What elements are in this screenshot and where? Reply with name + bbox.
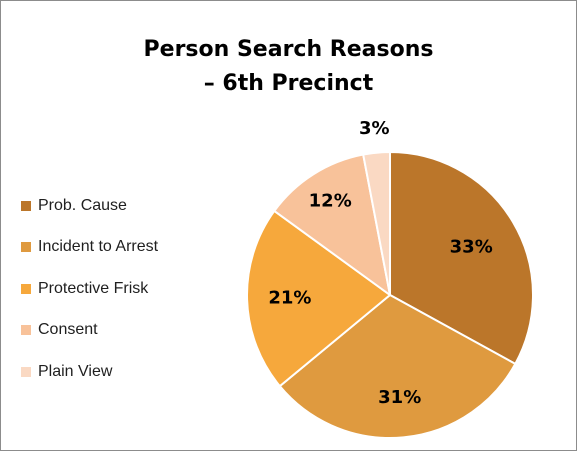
legend-label-incident-to-arrest: Incident to Arrest (38, 238, 159, 256)
data-label-protective-frisk: 21% (268, 288, 311, 309)
legend-label-plain-view: Plain View (38, 362, 113, 380)
legend-item-consent: Consent (21, 310, 158, 352)
legend-swatch-incident-to-arrest (21, 242, 31, 253)
legend-item-incident-to-arrest: Incident to Arrest (21, 227, 158, 269)
pie-data-labels: 33% 31% 21% 12% 3% (268, 118, 492, 408)
legend-label-consent: Consent (38, 321, 98, 339)
data-label-prob-cause: 33% (450, 237, 493, 258)
legend-swatch-consent (21, 325, 31, 336)
pie-slice-plain-view (362, 150, 391, 296)
pie-slice-consent (273, 153, 391, 296)
data-label-incident-to-arrest: 31% (378, 387, 421, 408)
data-label-consent: 12% (309, 190, 352, 211)
legend-item-prob-cause: Prob. Cause (21, 185, 158, 227)
legend-label-protective-frisk: Protective Frisk (38, 279, 149, 297)
pie-slice-incident-to-arrest (278, 294, 517, 439)
pie-slice-prob-cause (389, 151, 534, 365)
legend-swatch-prob-cause (21, 200, 31, 211)
data-label-plain-view: 3% (359, 118, 390, 139)
legend-item-protective-frisk: Protective Frisk (21, 268, 158, 310)
legend-swatch-protective-frisk (21, 283, 31, 294)
legend-label-prob-cause: Prob. Cause (38, 196, 127, 214)
chart-title: Person Search Reasons – 6th Precinct (0, 33, 577, 101)
chart-title-line-2: – 6th Precinct (203, 71, 374, 96)
legend-item-plain-view: Plain View (21, 351, 158, 393)
chart-title-line-1: Person Search Reasons (143, 37, 434, 62)
pie-slice-protective-frisk (246, 209, 391, 388)
pie-slices (246, 150, 534, 439)
chart-legend: Prob. Cause Incident to Arrest Protectiv… (21, 185, 158, 393)
legend-swatch-plain-view (21, 366, 31, 377)
